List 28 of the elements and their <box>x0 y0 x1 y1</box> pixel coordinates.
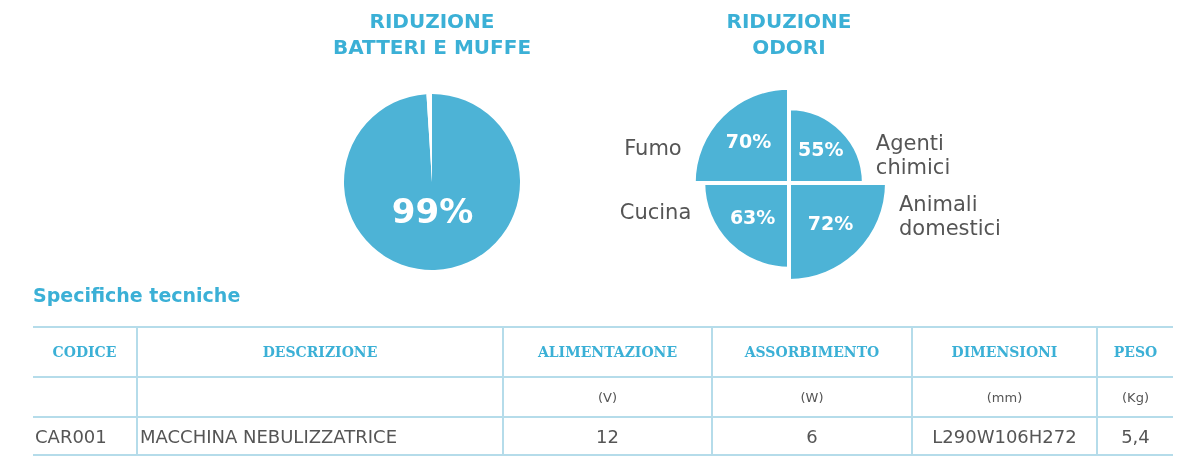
category-label: Agenti chimici <box>875 130 951 179</box>
text: RIDUZIONE ODORI <box>725 8 853 60</box>
text: 12 <box>596 425 619 447</box>
text: (Kg) <box>1122 389 1149 405</box>
text: 6 <box>806 425 818 447</box>
category-label: PESO <box>1097 327 1173 377</box>
data-label: 72% <box>807 211 854 234</box>
text: (mm) <box>986 389 1023 405</box>
text: L290W106H272 <box>932 425 1077 447</box>
category-label: DIMENSIONI <box>912 327 1097 377</box>
category-label: Fumo <box>624 135 682 160</box>
data-label: 63% <box>729 206 776 229</box>
data-label: 99% <box>391 191 474 232</box>
category-label: CODICE <box>33 327 137 377</box>
text: (W) <box>800 389 824 405</box>
chart-title: RIDUZIONE BATTERI E MUFFE <box>331 8 533 60</box>
text: (V) <box>597 389 618 405</box>
data-label: 70% <box>725 129 772 152</box>
category-label: Animali domestici <box>899 192 1001 241</box>
text: CAR001 <box>35 425 107 447</box>
category-label: Cucina <box>619 199 692 224</box>
category-label: ALIMENTAZIONE <box>503 327 712 377</box>
text: MACCHINA NEBULIZZATRICE <box>140 425 398 447</box>
category-label: ASSORBIMENTO <box>712 327 912 377</box>
text: Specifiche tecniche <box>33 284 242 308</box>
data-label: 55% <box>798 138 844 161</box>
text: 5,4 <box>1121 425 1150 447</box>
category-label: DESCRIZIONE <box>137 327 503 377</box>
